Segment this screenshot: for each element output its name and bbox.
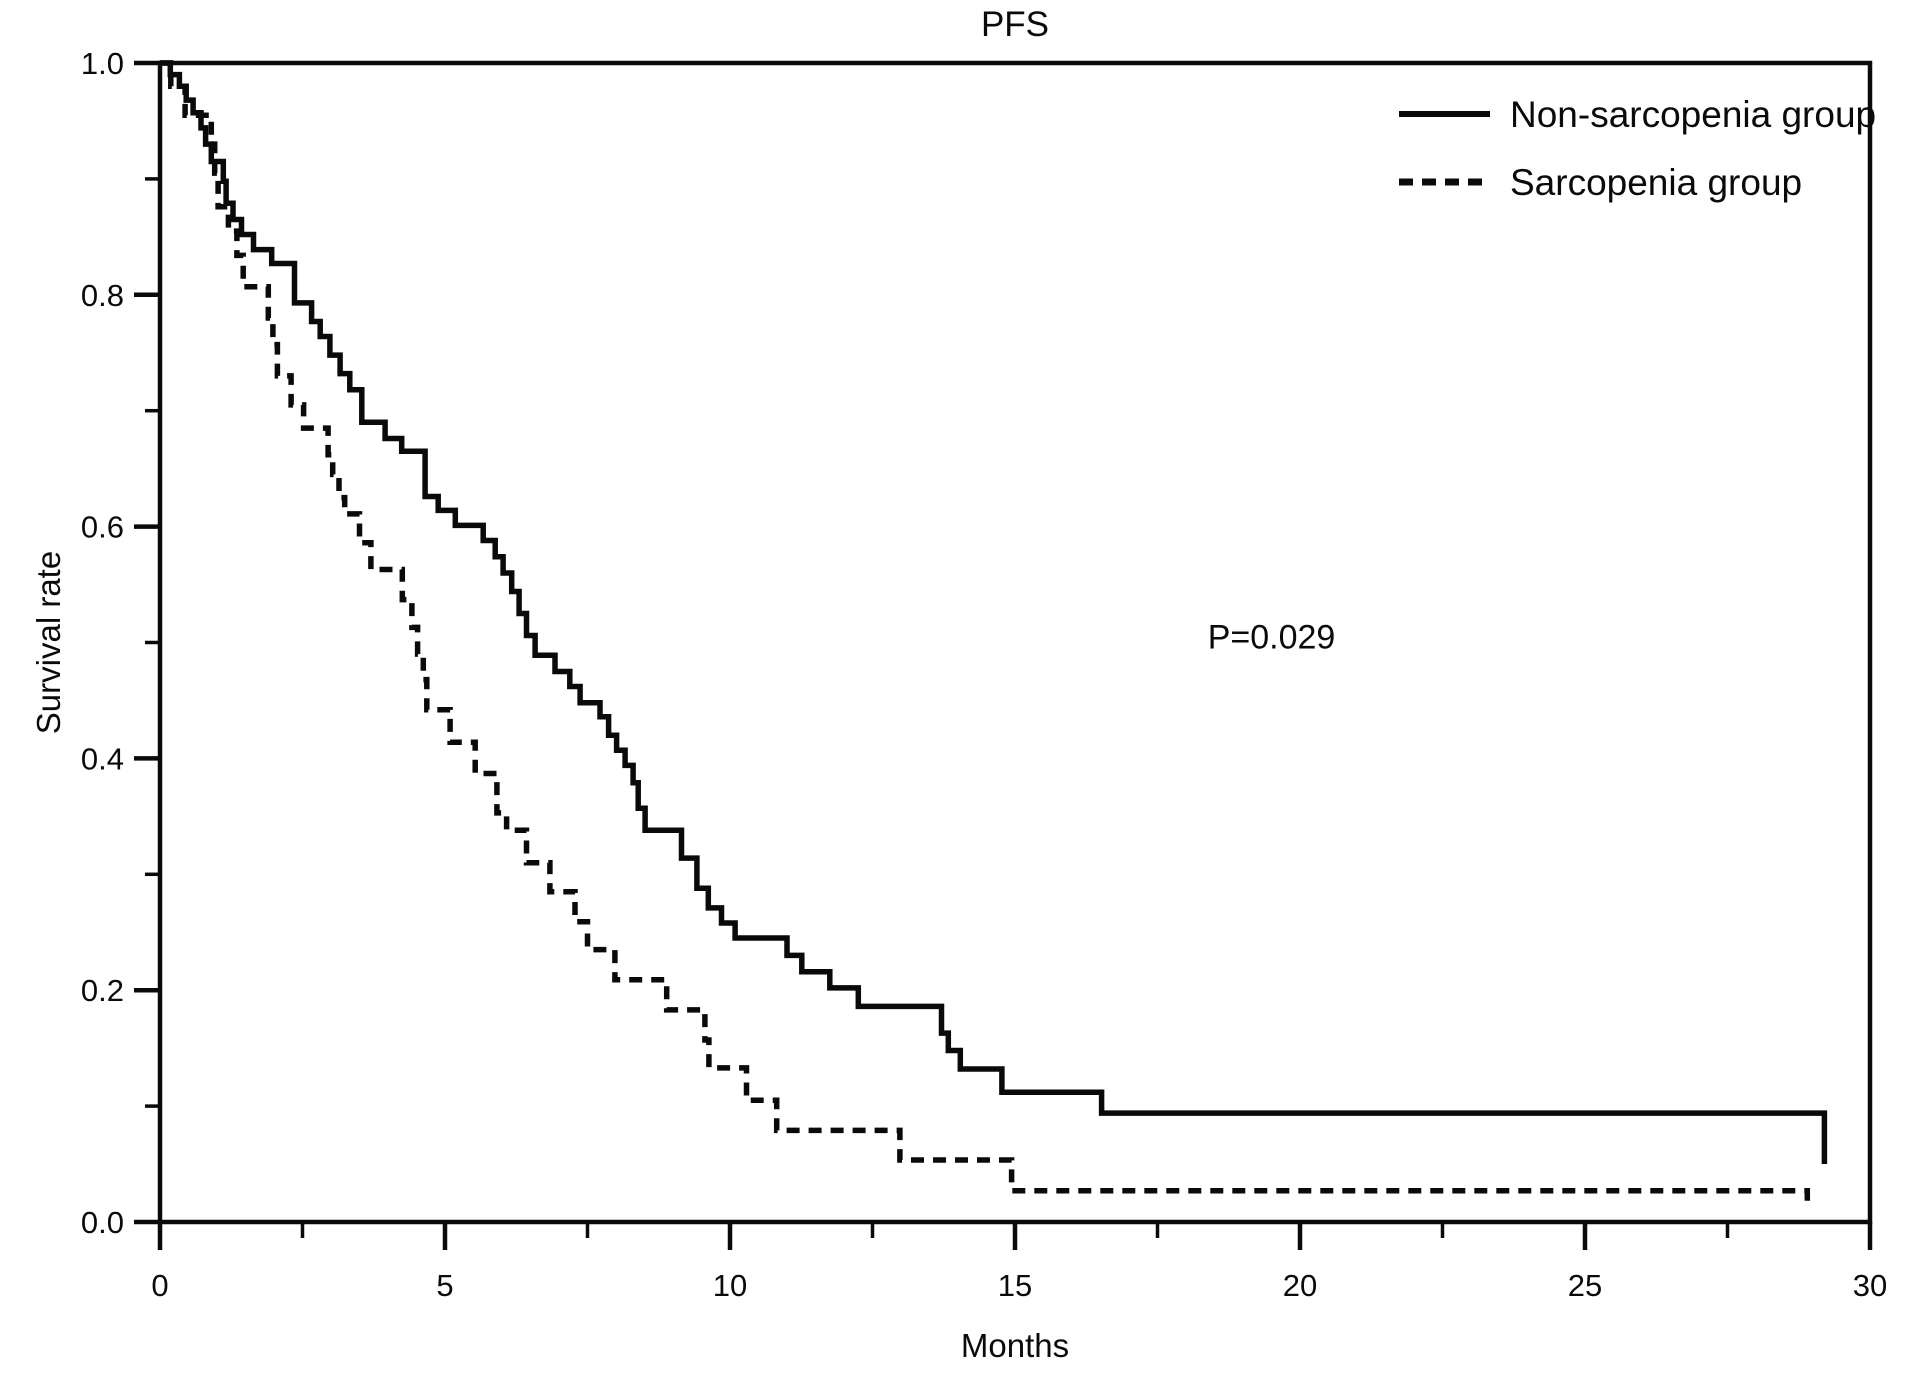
y-tick-label: 0.0 xyxy=(81,1205,124,1240)
legend-item: Sarcopenia group xyxy=(1399,162,1802,203)
y-tick-label: 1.0 xyxy=(81,46,124,81)
x-axis-label: Months xyxy=(961,1327,1069,1364)
x-tick-label: 20 xyxy=(1283,1268,1317,1303)
legend-item: Non-sarcopenia group xyxy=(1399,94,1876,135)
y-tick-label: 0.4 xyxy=(81,741,124,776)
x-tick-label: 25 xyxy=(1568,1268,1602,1303)
x-tick-label: 15 xyxy=(998,1268,1032,1303)
p-value-annotation: P=0.029 xyxy=(1208,619,1336,657)
legend-label: Sarcopenia group xyxy=(1510,162,1802,203)
x-tick-label: 5 xyxy=(436,1268,453,1303)
x-tick-label: 10 xyxy=(713,1268,747,1303)
y-tick-label: 0.8 xyxy=(81,278,124,313)
curve-sarcopenia-group xyxy=(160,60,1811,1207)
x-tick-label: 0 xyxy=(151,1268,168,1303)
chart-title: PFS xyxy=(981,5,1049,44)
y-axis-label: Survival rate xyxy=(30,551,67,734)
x-tick-label: 30 xyxy=(1853,1268,1887,1303)
curve-non-sarcopenia-group xyxy=(160,60,1828,1164)
legend: Non-sarcopenia group Sarcopenia group xyxy=(1399,94,1876,203)
legend-label: Non-sarcopenia group xyxy=(1510,94,1876,135)
y-tick-label: 0.6 xyxy=(81,510,124,545)
y-tick-label: 0.2 xyxy=(81,973,124,1008)
